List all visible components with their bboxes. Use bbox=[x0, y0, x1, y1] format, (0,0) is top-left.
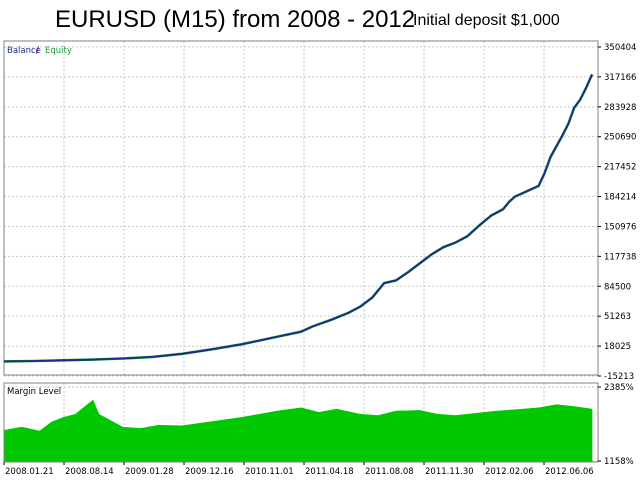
x-tick-label: 2011.11.30 bbox=[425, 467, 474, 477]
y-tick-label: -15213 bbox=[604, 372, 634, 382]
time-axis: 2008.01.21 2008.08.14 2009.01.28 2009.12.16… bbox=[3, 462, 594, 477]
margin-level-label: Margin Level bbox=[7, 387, 61, 397]
margin-y-axis: 2385% 1158% bbox=[598, 383, 634, 467]
margin-level-area bbox=[3, 399, 593, 463]
y-tick-label: 217452 bbox=[604, 163, 636, 173]
y-tick-label: 350404 bbox=[604, 43, 636, 53]
y-tick-label: 317166 bbox=[604, 73, 636, 83]
y-tick-label: 283928 bbox=[604, 103, 636, 113]
chart-title: EURUSD (M15) from 2008 - 2012 bbox=[55, 6, 416, 33]
y-tick-label: 84500 bbox=[604, 282, 631, 292]
chart-header: EURUSD (M15) from 2008 - 2012 Initial de… bbox=[0, 0, 640, 40]
x-tick-label: 2012.06.06 bbox=[545, 467, 594, 477]
x-tick-label: 2011.08.08 bbox=[365, 467, 414, 477]
margin-panel-frame bbox=[3, 382, 599, 463]
balance-series bbox=[3, 73, 594, 363]
balance-grid bbox=[3, 41, 598, 377]
balance-line bbox=[3, 74, 593, 363]
x-tick-label: 2012.02.06 bbox=[485, 467, 534, 477]
x-tick-label: 2009.01.28 bbox=[125, 467, 174, 477]
legend-separator: / bbox=[36, 46, 39, 56]
balance-panel-frame bbox=[3, 40, 599, 376]
y-tick-label: 1158% bbox=[604, 457, 634, 467]
equity-line bbox=[3, 73, 594, 363]
y-tick-label: 150976 bbox=[604, 222, 636, 232]
y-tick-label: 250690 bbox=[604, 133, 636, 143]
margin-series bbox=[3, 399, 593, 463]
y-tick-label: 2385% bbox=[604, 383, 634, 393]
balance-y-axis: 350404 317166 283928 250690 217452 184214 1509… bbox=[598, 43, 636, 382]
y-tick-label: 184214 bbox=[604, 193, 636, 203]
y-tick-label: 18025 bbox=[604, 342, 631, 352]
chart-subtitle: Initial deposit $1,000 bbox=[413, 12, 560, 29]
legend-equity: Equity bbox=[45, 46, 72, 56]
x-tick-label: 2008.08.14 bbox=[65, 467, 114, 477]
x-tick-label: 2009.12.16 bbox=[185, 467, 234, 477]
x-tick-label: 2008.01.21 bbox=[5, 467, 54, 477]
legend-balance: Balance bbox=[7, 46, 41, 56]
y-tick-label: 117738 bbox=[604, 252, 636, 262]
y-tick-label: 51263 bbox=[604, 312, 631, 322]
x-tick-label: 2011.04.18 bbox=[305, 467, 354, 477]
x-tick-label: 2010.11.01 bbox=[245, 467, 294, 477]
